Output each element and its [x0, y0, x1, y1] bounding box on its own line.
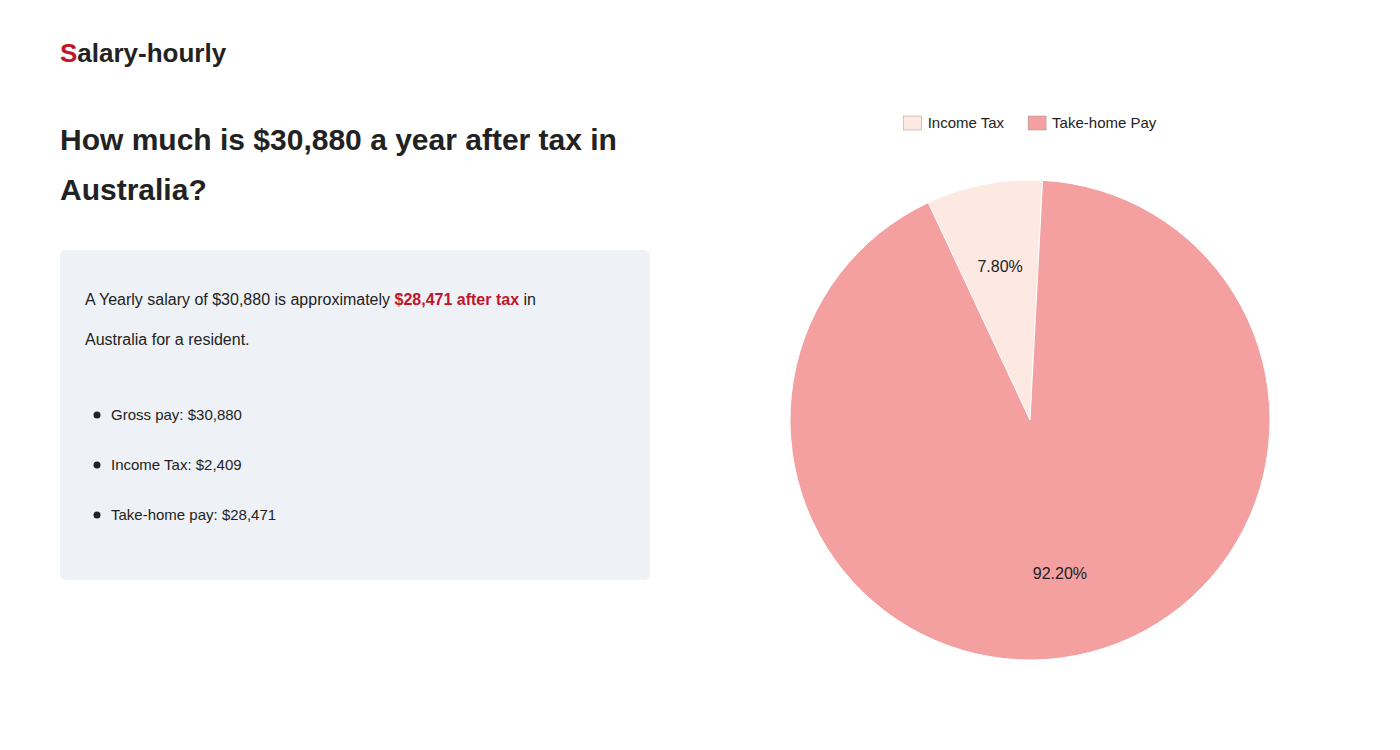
bullet	[94, 412, 101, 419]
data-label: 7.80%	[977, 258, 1022, 275]
title: Australia?	[60, 173, 207, 206]
legend: Income Tax Take-home Pay	[904, 114, 1157, 131]
legend-label: Take-home Pay	[1052, 114, 1157, 131]
info-text: A Yearly salary of $30,880 is approximat…	[85, 291, 536, 308]
pie-slice	[790, 180, 1270, 660]
bullet	[94, 462, 101, 469]
legend-label: Income Tax	[928, 114, 1005, 131]
logo-part: S	[60, 38, 77, 68]
info-text-part: A Yearly salary of $30,880 is approximat…	[85, 291, 395, 308]
logo-part: alary-hourly	[77, 38, 226, 68]
legend-swatch	[904, 116, 922, 130]
info-text-part: $28,471 after tax	[395, 291, 520, 308]
bullet-text: Take-home pay: $28,471	[111, 506, 276, 523]
title: How much is $30,880 a year after tax in	[60, 123, 617, 156]
bullet-text: Income Tax: $2,409	[111, 456, 242, 473]
data-labels: 7.80% 92.20%	[977, 258, 1087, 581]
legend-item: Take-home Pay	[1028, 114, 1157, 131]
pie	[790, 180, 1270, 660]
logo: Salary-hourly	[60, 38, 227, 68]
info-text-part: in	[519, 291, 536, 308]
data-label: 92.20%	[1033, 565, 1087, 582]
bullet-text: Gross pay: $30,880	[111, 406, 242, 423]
chart: Salary-hourly How much is $30,880 a year …	[0, 0, 1400, 750]
info-box	[60, 250, 650, 580]
info-text: Australia for a resident.	[85, 331, 250, 348]
legend-item: Income Tax	[904, 114, 1005, 131]
bullet	[94, 512, 101, 519]
legend-swatch	[1028, 116, 1046, 130]
